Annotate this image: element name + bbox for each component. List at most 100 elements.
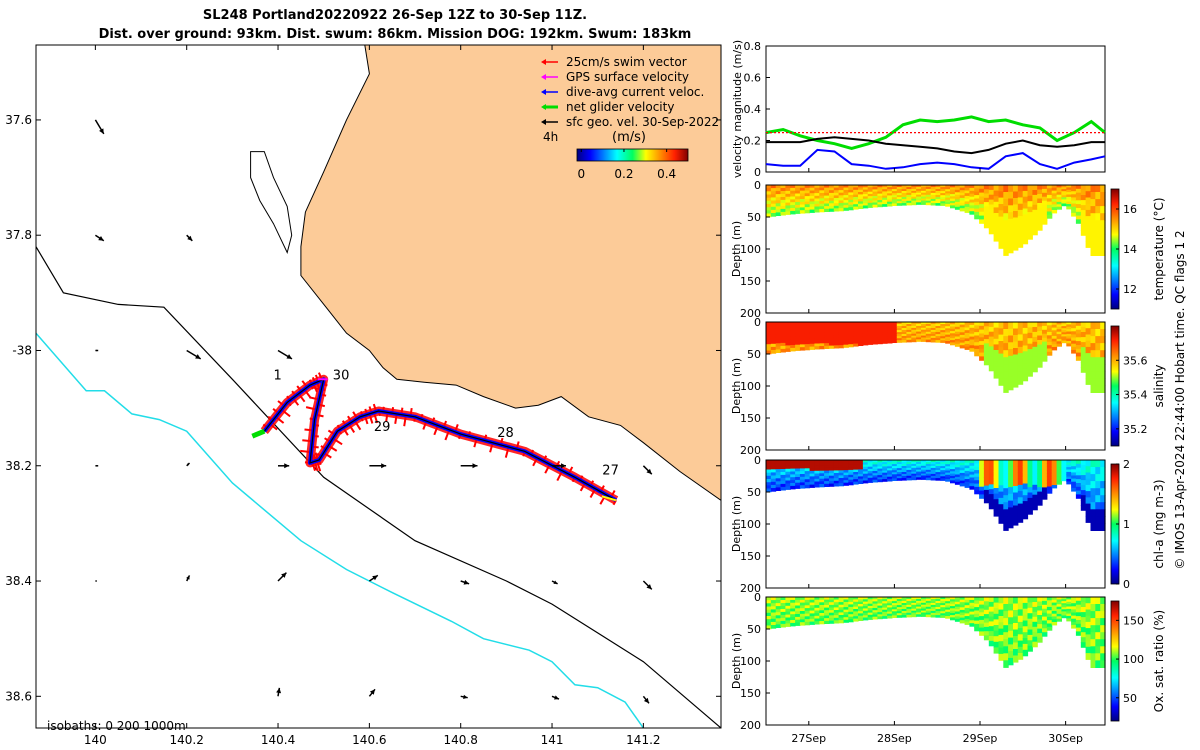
section-cell	[988, 484, 995, 490]
section-cell	[766, 625, 772, 630]
section-cell	[1061, 613, 1067, 617]
section-cell	[993, 218, 999, 225]
section-cell	[964, 597, 970, 601]
section-cell	[858, 460, 864, 463]
section-cell	[872, 605, 878, 609]
section-cell	[766, 194, 772, 199]
section-cell	[959, 203, 966, 207]
section-cell	[954, 464, 961, 468]
section-cell	[1056, 467, 1062, 471]
section-cell	[930, 333, 937, 337]
section-cell	[1017, 646, 1024, 654]
section-cell	[969, 345, 975, 349]
section-cell	[1071, 322, 1077, 326]
section-cell	[799, 207, 806, 211]
section-cell	[1003, 639, 1009, 647]
section-cell	[790, 468, 796, 473]
section-cell	[814, 470, 820, 475]
section-cell	[1042, 353, 1048, 358]
section-cell	[969, 205, 975, 209]
section-cell	[954, 324, 961, 328]
section-cell	[950, 337, 956, 341]
section-cell	[988, 464, 995, 471]
section-cell	[954, 460, 961, 463]
section-cell	[1046, 331, 1053, 336]
section-colorbar-label: chl-a (mg m-3)	[1152, 479, 1166, 568]
section-cell	[887, 613, 893, 617]
section-cell	[959, 192, 966, 196]
section-cell	[940, 605, 946, 608]
section-cell	[862, 201, 869, 204]
section-cell	[891, 609, 898, 612]
section-cell	[1032, 199, 1038, 206]
section-cell	[930, 601, 937, 604]
section-cell	[998, 603, 1004, 611]
section-cell	[862, 189, 869, 193]
section-cell	[1008, 245, 1014, 254]
section-cell	[1090, 646, 1096, 654]
section-cell	[911, 610, 917, 614]
section-cell	[979, 185, 985, 190]
section-cell	[969, 330, 975, 335]
section-cell	[1008, 239, 1014, 247]
section-cell	[848, 189, 854, 193]
section-cell	[1046, 198, 1053, 203]
section-cell	[1017, 466, 1024, 473]
section-cell	[785, 345, 791, 349]
section-cell	[795, 616, 801, 621]
section-cell	[935, 468, 941, 471]
section-cell	[824, 343, 830, 347]
section-cell	[785, 471, 791, 476]
section-cell	[916, 202, 922, 205]
section-cell	[809, 462, 815, 466]
section-cell	[824, 467, 830, 472]
legend-item: net glider velocity	[541, 100, 674, 114]
section-cell	[969, 336, 975, 341]
section-cell	[954, 601, 961, 605]
section-cell	[824, 465, 830, 469]
current-arrow	[460, 694, 468, 699]
section-cell	[799, 462, 806, 467]
section-cell	[833, 612, 840, 616]
section-cell	[935, 191, 941, 194]
section-cell	[935, 193, 941, 196]
section-cell	[766, 347, 772, 352]
section-cell	[1095, 639, 1101, 647]
section-cell	[916, 327, 922, 331]
section-cell	[988, 361, 995, 367]
section-cell	[896, 472, 903, 475]
section-cell	[775, 322, 782, 326]
section-cell	[974, 208, 980, 213]
section-cell	[940, 330, 946, 333]
section-cell	[1090, 481, 1096, 489]
section-y-tick-label: 150	[740, 687, 761, 700]
section-cell	[804, 479, 811, 483]
section-cell	[1013, 367, 1019, 375]
section-cell	[1066, 206, 1072, 210]
section-cell	[998, 353, 1004, 361]
section-cell	[911, 331, 917, 335]
section-cell	[1032, 597, 1038, 603]
section-cell	[1066, 322, 1072, 325]
section-cell	[862, 466, 869, 470]
section-cell	[872, 196, 878, 199]
section-cell	[1071, 478, 1077, 483]
section-cell	[833, 607, 840, 611]
section-cell	[877, 477, 883, 481]
section-cell	[1056, 338, 1062, 342]
section-cell	[1046, 469, 1053, 474]
section-y-tick-label: 50	[747, 348, 761, 361]
section-cell	[1022, 632, 1029, 639]
section-cell	[833, 329, 840, 333]
section-cell	[1085, 216, 1091, 223]
section-cell	[1017, 634, 1024, 642]
section-cell	[935, 472, 941, 475]
section-cell	[945, 468, 951, 472]
section-cell	[1027, 217, 1033, 224]
section-cell	[993, 499, 999, 506]
section-cell	[829, 475, 835, 479]
section-cell	[1032, 494, 1038, 501]
section-cell	[862, 342, 869, 346]
section-cell	[804, 613, 811, 617]
section-cell	[993, 185, 999, 192]
